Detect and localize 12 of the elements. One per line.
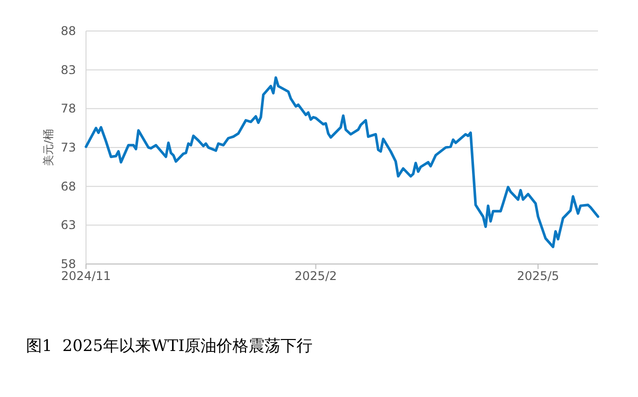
y-tick-label: 58 [60,257,76,271]
text: 图1 2025年以来WTI原油价格震荡下行 [26,336,313,355]
y-tick-label: 83 [60,62,76,77]
x-tick-label: 2024/11 [61,269,111,283]
x-tick-label: 2025/2 [294,269,337,283]
y-tick-label: 78 [60,102,76,116]
y-tick-label: 88 [60,24,76,38]
x-tick-label: 2025/5 [516,269,560,283]
y-tick-label: 63 [60,218,76,232]
y-tick-label: 68 [60,179,76,194]
y-tick-label: 73 [60,140,76,154]
y-axis-title: 美元/桶 [42,129,55,166]
